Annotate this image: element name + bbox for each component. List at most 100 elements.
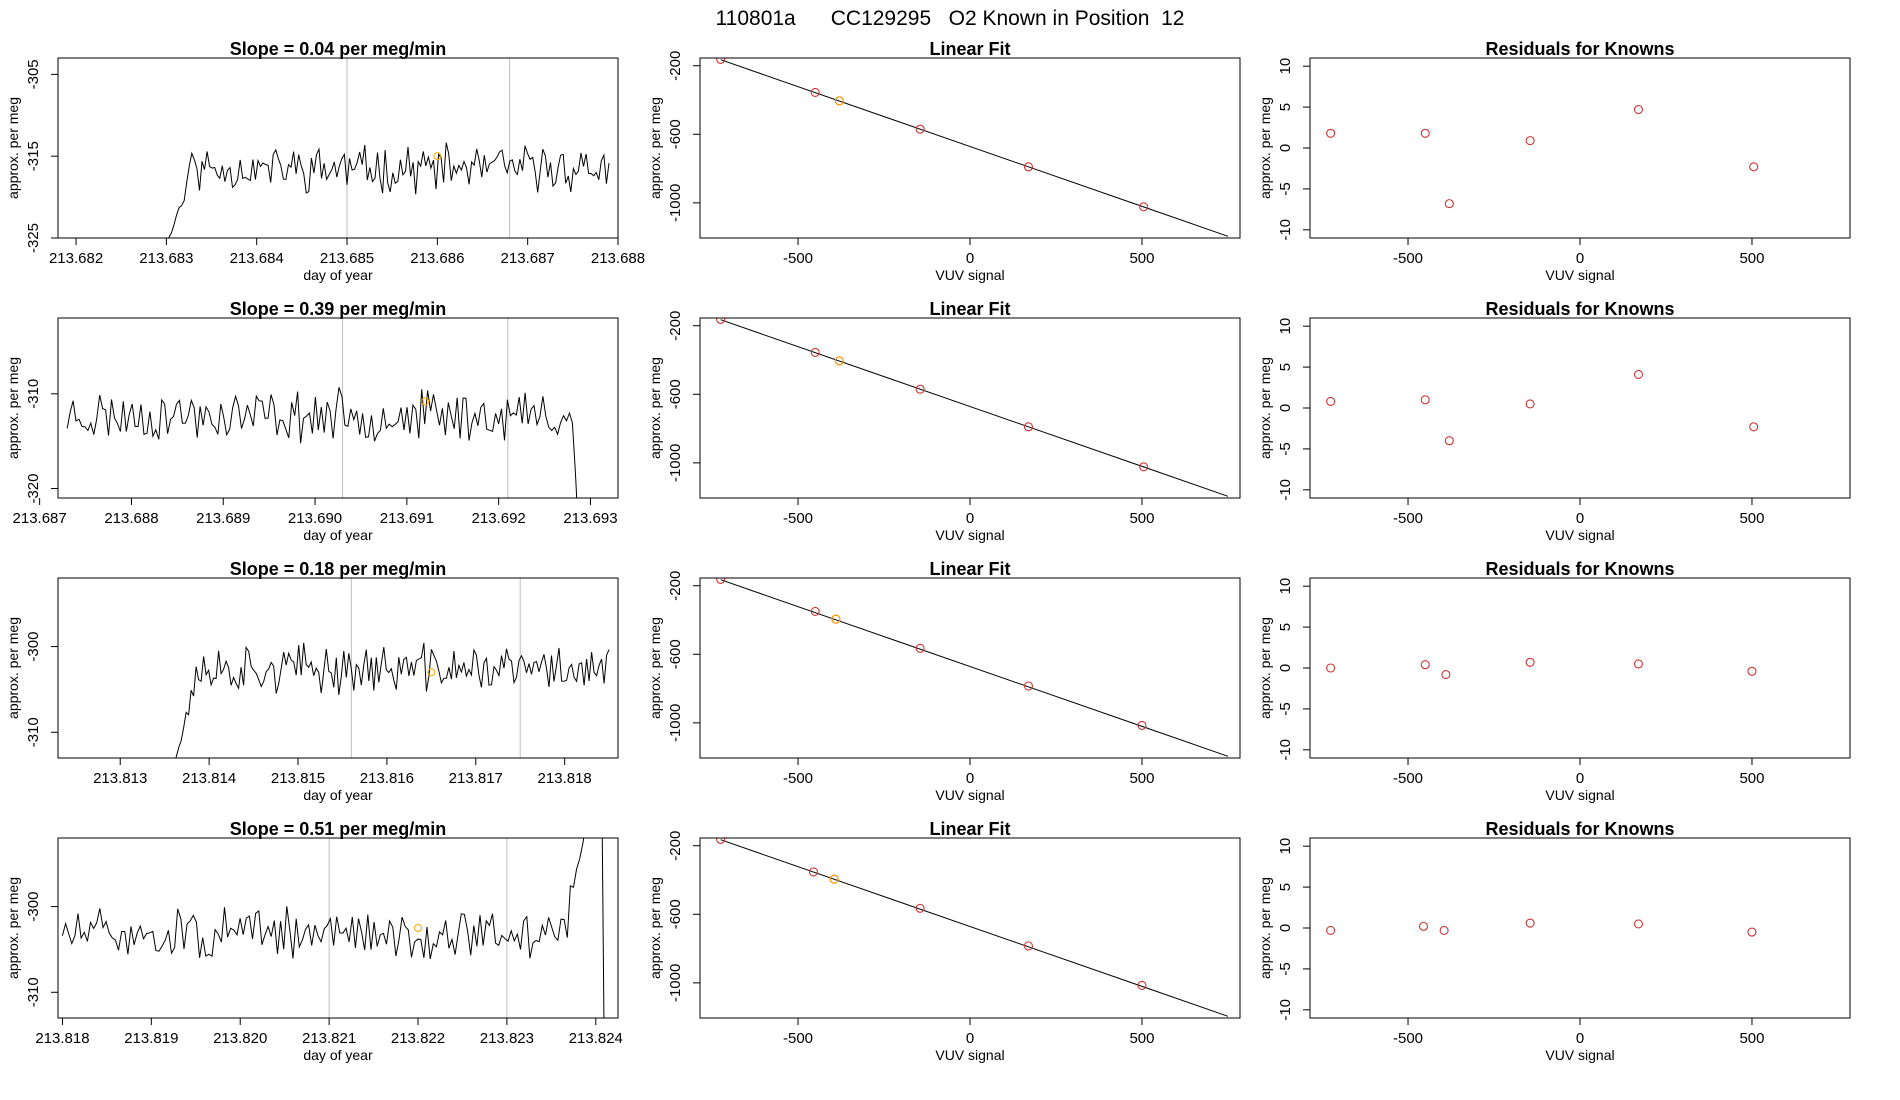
residual-point [1326, 396, 1336, 407]
plot-area [1326, 104, 1759, 209]
data-point [1139, 462, 1149, 472]
y-tick-label: -1000 [667, 444, 684, 482]
y-axis-label: approx. per meg [1257, 357, 1273, 459]
series-line [61, 838, 605, 1018]
y-axis-label: approx. per meg [5, 877, 21, 979]
panel-title: Slope = 0.39 per meg/min [230, 299, 447, 319]
plot-frame [699, 317, 1241, 499]
x-tick-label: 500 [1739, 1030, 1764, 1047]
chart-panel-linearfit-row3: Linear Fit -500 0 500 -200 -600 -1000 VUV signa… [647, 559, 1241, 803]
residual-point [1418, 921, 1429, 931]
plot-area [1326, 918, 1757, 937]
plot-frame [57, 317, 619, 499]
data-point [716, 578, 726, 584]
x-axis-label: day of year [303, 1047, 373, 1063]
chart-panel-timeseries-row4: Slope = 0.51 per meg/min 213.818 213.819 21… [5, 819, 623, 1063]
fit-line [720, 579, 1229, 757]
figure-title: 110801a CC129295 O2 Known in Position 12 [716, 7, 1185, 30]
panel-title: Slope = 0.04 per meg/min [230, 39, 447, 59]
data-point [1023, 422, 1034, 432]
x-tick-label: 213.688 [591, 250, 645, 267]
x-tick-label: -500 [783, 770, 813, 787]
fit-line [720, 319, 1229, 497]
x-tick-label: 213.817 [449, 770, 503, 787]
x-tick-label: 213.823 [480, 1030, 534, 1047]
y-tick-label: -1000 [667, 184, 684, 222]
y-tick-label: -310 [25, 717, 42, 747]
x-axis-label: VUV signal [935, 527, 1004, 543]
plot-area [66, 318, 578, 498]
x-tick-label: 0 [1576, 770, 1584, 787]
y-axis-label: approx. per meg [5, 357, 21, 459]
x-tick-label: 213.685 [320, 250, 374, 267]
y-axis-label: approx. per meg [647, 617, 663, 719]
x-tick-label: 0 [1576, 510, 1584, 527]
residual-point [1420, 660, 1430, 670]
plot-area [61, 838, 605, 1018]
panel-grid: Slope = 0.04 per meg/min 213.682 213.683 21… [5, 39, 1851, 1063]
data-point [808, 867, 819, 877]
x-axis-label: day of year [303, 267, 373, 283]
known-point-marker [834, 96, 844, 106]
data-point [1023, 162, 1034, 172]
panel-title: Linear Fit [929, 39, 1010, 59]
x-tick-label: 0 [966, 250, 974, 267]
y-tick-label: -1000 [667, 964, 684, 1002]
x-tick-label: 0 [966, 1030, 974, 1047]
y-tick-label: -10 [1277, 739, 1294, 761]
y-axis-label: approx. per meg [1257, 617, 1273, 719]
panel-title: Residuals for Knowns [1485, 299, 1674, 319]
y-tick-label: -10 [1277, 999, 1294, 1021]
x-tick-label: 0 [1576, 1030, 1584, 1047]
x-tick-label: 500 [1739, 250, 1764, 267]
x-tick-label: 213.689 [196, 510, 250, 527]
data-point [915, 643, 925, 653]
plot-frame [57, 837, 619, 1019]
panel-title: Slope = 0.18 per meg/min [230, 559, 447, 579]
y-tick-label: -320 [25, 474, 42, 504]
residual-point [1444, 199, 1454, 209]
x-axis-label: VUV signal [1545, 787, 1614, 803]
y-tick-label: -200 [667, 51, 684, 81]
x-axis-label: day of year [303, 787, 373, 803]
x-tick-label: 213.688 [104, 510, 158, 527]
fit-line [720, 59, 1229, 237]
y-tick-label: -600 [667, 639, 684, 669]
x-tick-label: 213.820 [213, 1030, 267, 1047]
chart-panel-linearfit-row1: Linear Fit -500 0 500 -200 -600 -1000 VUV signa… [647, 39, 1241, 283]
y-tick-label: -600 [667, 899, 684, 929]
data-point [915, 903, 925, 913]
x-tick-label: 500 [1739, 510, 1764, 527]
chart-panel-linearfit-row4: Linear Fit -500 0 500 -200 -600 -1000 VUV signa… [647, 819, 1241, 1063]
x-tick-label: 213.816 [360, 770, 414, 787]
plot-area [716, 578, 1229, 757]
x-tick-label: -500 [1393, 1030, 1423, 1047]
residual-point [1326, 128, 1336, 138]
y-tick-label: -310 [25, 977, 42, 1007]
y-tick-label: -5 [1277, 442, 1294, 455]
y-tick-label: -600 [667, 119, 684, 149]
chart-panel-linearfit-row2: Linear Fit -500 0 500 -200 -600 -1000 VUV signa… [647, 299, 1241, 543]
chart-panel-residuals-row4: Residuals for Knowns -500 0 500 10 5 0 -5 -10 VUV… [1257, 819, 1851, 1063]
residual-point [1747, 927, 1757, 937]
y-tick-label: 10 [1277, 318, 1294, 335]
plot-frame [57, 577, 619, 759]
known-point-marker [834, 356, 844, 366]
x-tick-label: 213.686 [410, 250, 464, 267]
y-tick-label: -600 [667, 379, 684, 409]
residual-point [1633, 919, 1644, 929]
y-tick-label: -200 [667, 571, 684, 601]
x-tick-label: 213.819 [124, 1030, 178, 1047]
x-axis-label: day of year [303, 527, 373, 543]
x-tick-label: 213.692 [472, 510, 526, 527]
data-point [716, 58, 726, 64]
panel-title: Linear Fit [929, 559, 1010, 579]
x-tick-label: 213.822 [391, 1030, 445, 1047]
x-tick-label: 213.684 [230, 250, 284, 267]
chart-panel-residuals-row1: Residuals for Knowns -500 0 500 10 5 0 -5 -10 VUV… [1257, 39, 1851, 283]
residual-point [1326, 663, 1336, 673]
residual-point [1525, 136, 1535, 146]
plot-area [716, 838, 1229, 1017]
x-axis-label: VUV signal [1545, 527, 1614, 543]
y-tick-label: 5 [1277, 883, 1294, 891]
